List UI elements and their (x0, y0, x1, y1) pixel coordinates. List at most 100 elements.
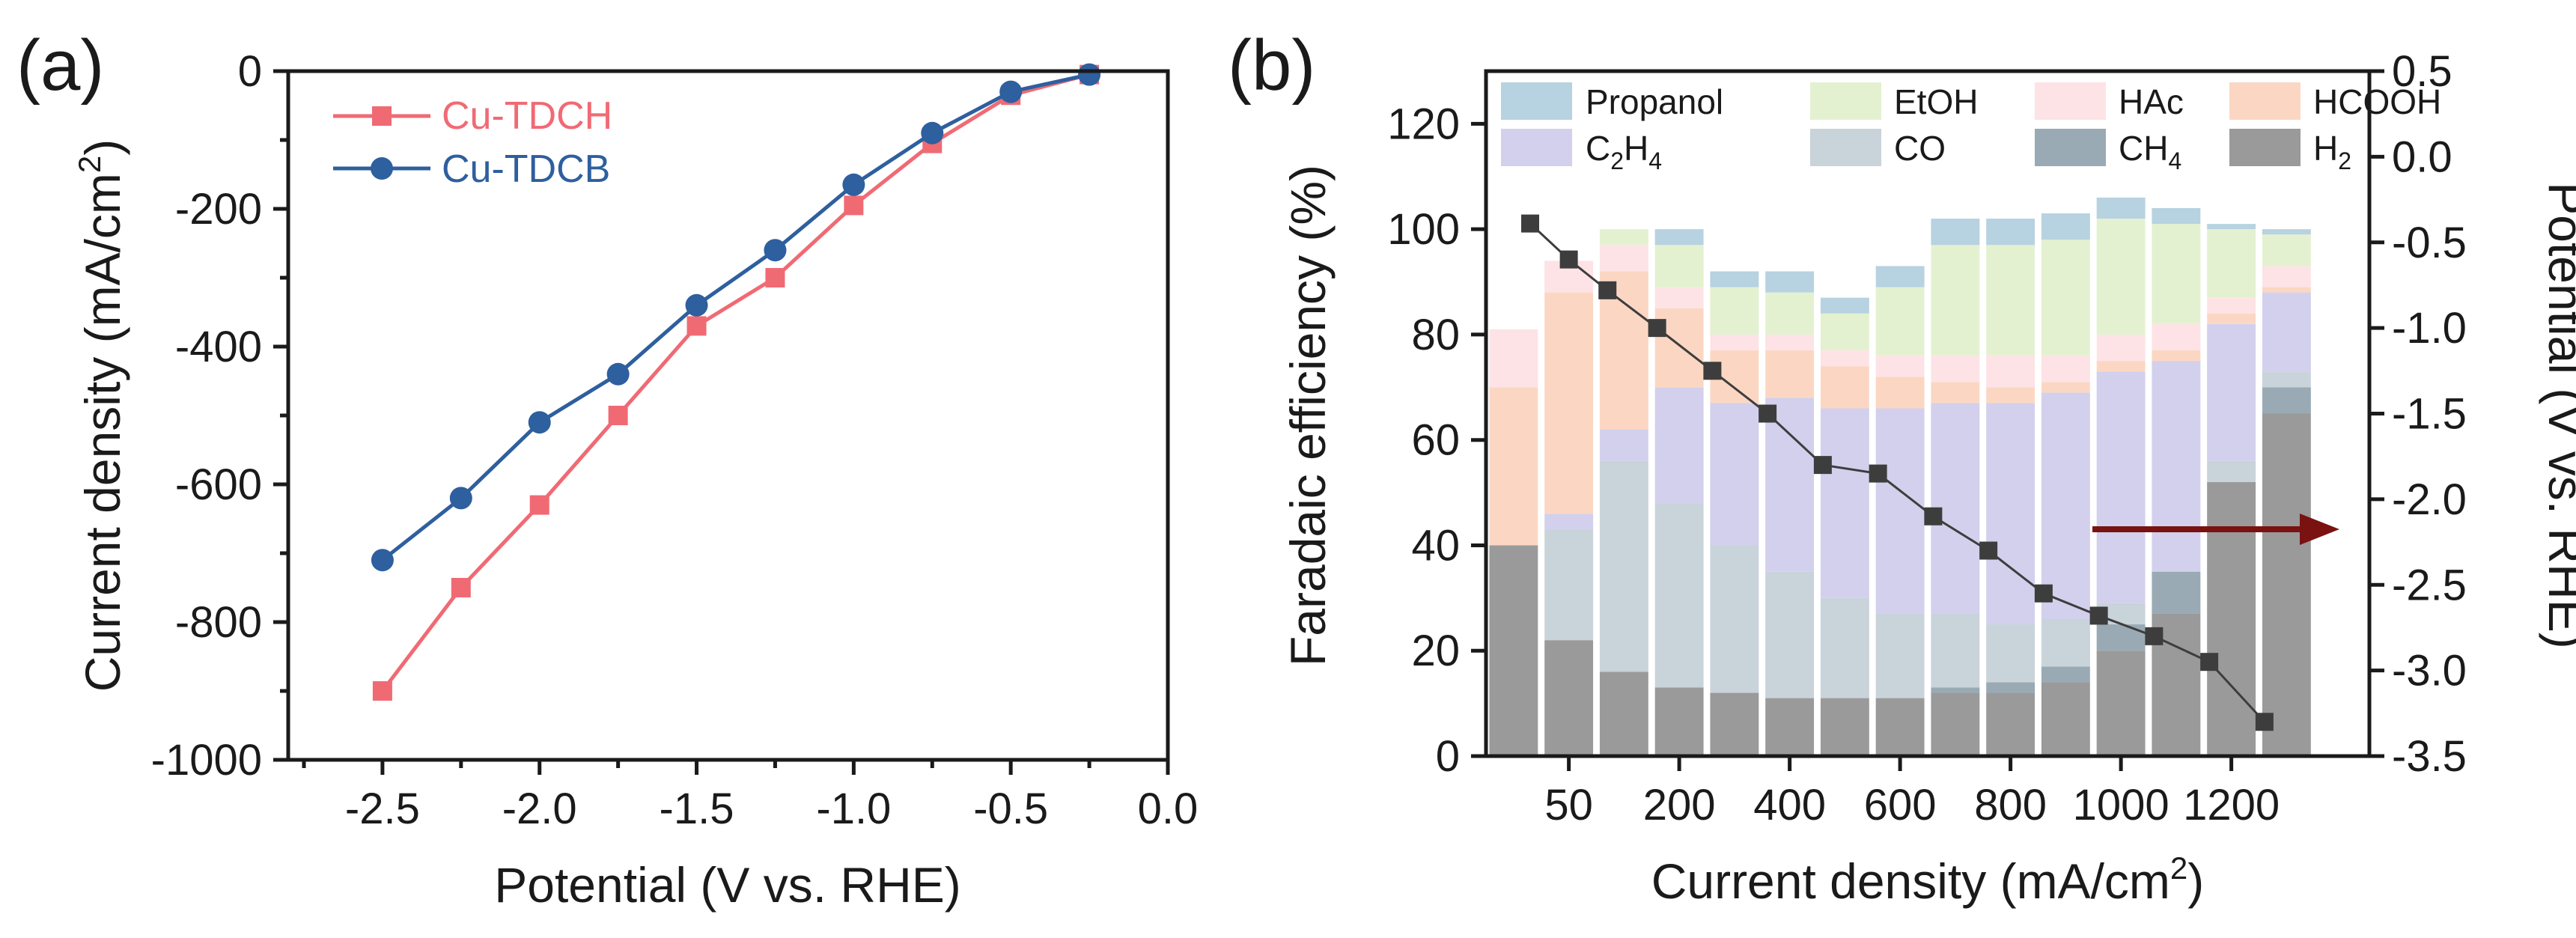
legend-co-swatch (1810, 129, 1881, 166)
bar-segment-co (1765, 571, 1815, 698)
bar-segment-etoh (2041, 240, 2090, 356)
data-point-cu-tdcb (685, 293, 708, 317)
bar-segment-hac (2207, 297, 2256, 314)
chart-b-bars (1489, 197, 2311, 756)
legend-item-cu-tdcb: Cu-TDCB (333, 147, 610, 191)
bar-segment-c2h4 (1544, 514, 1594, 530)
legend-cu-tdch-marker (372, 106, 392, 126)
bar-segment-hcooh (1544, 292, 1594, 514)
chart-a-y-tick-label: -600 (175, 460, 262, 509)
legend-hac-label: HAc (2119, 82, 2184, 121)
series-line-cu-tdcb (381, 73, 1090, 562)
bar-segment-propanol (1820, 297, 1869, 314)
legend-ch4-swatch (2035, 129, 2106, 166)
legend-hac-swatch (2035, 82, 2106, 120)
bar-segment-etoh (2096, 219, 2146, 335)
bar-segment-propanol (2152, 208, 2201, 225)
arrow-right-icon (2300, 514, 2339, 545)
legend-cu-tdcb-marker (371, 157, 393, 180)
chart-a: -2.5 -2.0 -1.5 -1.0 -0.5 0.0 0 -200 -400 -600 -800… (72, 47, 1198, 913)
bar-segment-hac (1599, 245, 1648, 272)
legend-c2h4-swatch (1501, 129, 1572, 166)
potential-point (2145, 627, 2164, 645)
bar-segment-c2h4 (2152, 361, 2201, 572)
data-point-cu-tdch (372, 681, 392, 701)
chart-b-y-tick-label: 120 (1387, 100, 1460, 148)
chart-a-x-tick-label: -0.5 (973, 785, 1048, 833)
bar-segment-c2h4 (2207, 323, 2256, 461)
chart-b-y-tick-label: 40 (1411, 521, 1460, 570)
chart-b-y-tick-label: 80 (1411, 311, 1460, 359)
chart-b-x-tick-label: 1000 (2073, 781, 2169, 829)
legend-propanol-label: Propanol (1586, 82, 1723, 121)
chart-b-y2-tick-label: -1.0 (2392, 304, 2467, 353)
bar-segment-co (2207, 460, 2256, 482)
chart-b-y2-tick-label: -1.5 (2392, 390, 2467, 439)
bar-segment-c2h4 (1765, 398, 1815, 572)
bar-segment-etoh (1931, 245, 1980, 356)
bar-segment-hcooh (2152, 350, 2201, 362)
bar-segment-h2 (1654, 687, 1704, 756)
bar-segment-hcooh (2207, 313, 2256, 324)
bar-segment-hac (1765, 334, 1815, 351)
data-point-cu-tdcb (842, 173, 865, 196)
bar-segment-propanol (2207, 224, 2256, 230)
chart-b-y-tick-label: 60 (1411, 416, 1460, 465)
bar-segment-hac (1710, 334, 1759, 351)
bar-segment-h2 (2262, 413, 2311, 756)
bar-segment-h2 (1489, 545, 1538, 756)
bar-segment-hac (1931, 356, 1980, 383)
data-point-cu-tdcb (1078, 63, 1101, 86)
bar-segment-co (1544, 529, 1594, 641)
bar-segment-co (1931, 613, 1980, 688)
chart-b-x-axis-title: Current density (mA/cm2) (1651, 850, 2205, 909)
chart-a-x-tick-label: -1.0 (816, 785, 891, 833)
chart-b-legend: Propanol EtOH HAc HCOOH C2H4 CO CH4 H2 (1501, 82, 2441, 174)
chart-b-potential-series (1521, 214, 2274, 731)
potential-point (1869, 464, 1887, 483)
bar-segment-c2h4 (1710, 403, 1759, 546)
bar-segment-hac (1875, 356, 1925, 377)
bar-segment-h2 (1820, 698, 1869, 756)
potential-point (1521, 214, 1539, 233)
bar-segment-hac (2096, 334, 2146, 362)
bar-segment-hac (1820, 350, 1869, 367)
bar-segment-c2h4 (1875, 408, 1925, 614)
data-point-cu-tdcb (999, 80, 1023, 103)
chart-b-x-tick-label: 50 (1544, 781, 1593, 829)
chart-a-y-tick-label: -400 (175, 323, 262, 371)
bar-segment-etoh (2207, 229, 2256, 298)
bar-segment-etoh (1765, 292, 1815, 335)
bar-segment-co (1710, 545, 1759, 693)
data-point-cu-tdcb (528, 411, 551, 434)
bar-segment-co (2041, 619, 2090, 667)
data-point-cu-tdch (451, 578, 471, 597)
bar-segment-ch4 (1986, 682, 2035, 693)
bar-segment-ch4 (2262, 387, 2311, 414)
data-point-cu-tdcb (371, 549, 394, 572)
bar-segment-propanol (2096, 197, 2146, 219)
potential-point (1759, 404, 1777, 423)
chart-b-y2-tick-label: 0.5 (2392, 47, 2452, 96)
chart-b-frame (1484, 69, 2372, 758)
panel-a-label: (a) (16, 25, 104, 106)
chart-b-y2-axis-title: Potential (V vs. RHE) (2539, 182, 2576, 649)
bar-segment-hac (2152, 323, 2201, 351)
chart-a-frame (286, 69, 1170, 762)
data-point-cu-tdcb (921, 121, 944, 144)
bar-segment-etoh (1820, 313, 1869, 351)
legend-item-cu-tdch: Cu-TDCH (333, 94, 612, 138)
potential-point (2089, 606, 2108, 625)
bar-segment-co (1599, 460, 1648, 672)
data-point-cu-tdch (608, 406, 628, 425)
bar-segment-c2h4 (1820, 408, 1869, 598)
legend-etoh-swatch (1810, 82, 1881, 120)
chart-a-y-axis-title: Current density (mA/cm2) (72, 139, 130, 692)
bar-segment-c2h4 (1599, 429, 1648, 461)
potential-axis-arrow (2092, 514, 2339, 545)
chart-b-x-tick-label: 1200 (2183, 781, 2280, 829)
potential-point (2200, 653, 2219, 671)
chart-a-x-tick-label: -1.5 (660, 785, 734, 833)
legend-cu-tdch-label: Cu-TDCH (442, 94, 612, 138)
bar-segment-etoh (1654, 245, 1704, 287)
